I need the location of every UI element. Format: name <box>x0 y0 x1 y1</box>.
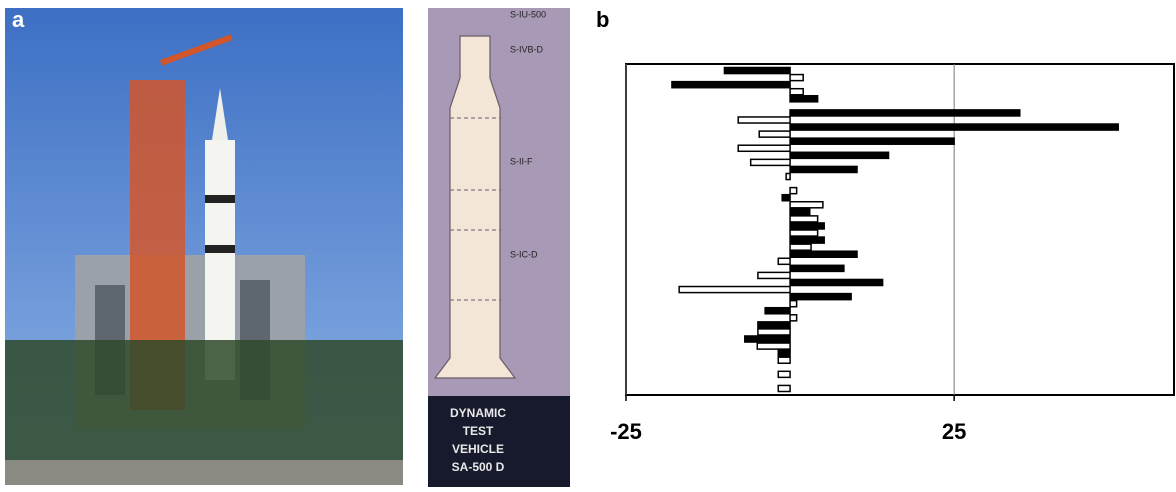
bar <box>778 371 790 377</box>
bar <box>782 195 790 201</box>
bar <box>745 336 790 342</box>
bar <box>751 159 790 165</box>
bar <box>790 96 818 102</box>
panel-label: b <box>596 7 609 32</box>
bar <box>790 138 954 144</box>
bar <box>778 258 790 264</box>
bar <box>790 230 818 236</box>
figure: a S-IU-500 S-IVB-D S-II-F S-IC-D DYNAMIC… <box>0 0 1176 487</box>
bar <box>790 202 823 208</box>
bar <box>790 209 810 215</box>
bar <box>790 223 824 229</box>
bar <box>778 350 790 356</box>
bar <box>679 287 790 293</box>
bar <box>786 173 790 179</box>
bar <box>790 251 857 257</box>
bar <box>790 265 844 271</box>
bar <box>790 89 803 95</box>
bar <box>790 75 803 81</box>
stage-label: S-IC-D <box>510 249 538 259</box>
bar <box>790 294 851 300</box>
bar <box>790 237 824 243</box>
chart: -25 25 <box>610 64 1174 444</box>
bar <box>790 166 857 172</box>
photo: a <box>5 7 403 485</box>
stage-label: S-II-F <box>510 156 533 166</box>
caption: SA-500 D <box>452 460 505 474</box>
bar <box>758 322 790 328</box>
x-tick-label: 25 <box>942 419 966 444</box>
stage-label: S-IU-500 <box>510 9 546 19</box>
bar <box>790 188 797 194</box>
bar <box>790 315 797 321</box>
x-tick-label: -25 <box>610 419 642 444</box>
bar <box>758 272 790 278</box>
caption: TEST <box>463 424 494 438</box>
bar <box>757 343 790 349</box>
caption: DYNAMIC <box>450 406 506 420</box>
stage-label: S-IVB-D <box>510 44 544 54</box>
bar <box>790 110 1020 116</box>
bar <box>790 124 1118 130</box>
bar <box>790 216 818 222</box>
bar <box>724 68 790 74</box>
bar <box>778 357 790 363</box>
bar <box>790 279 883 285</box>
bar <box>672 82 790 88</box>
caption: VEHICLE <box>452 442 504 456</box>
bar <box>790 244 811 250</box>
bar <box>738 145 790 151</box>
diagram: S-IU-500 S-IVB-D S-II-F S-IC-D DYNAMIC T… <box>428 8 570 487</box>
bar <box>759 131 790 137</box>
bar <box>738 117 790 123</box>
bar <box>790 152 888 158</box>
bar <box>758 329 790 335</box>
panel-label: a <box>12 7 25 32</box>
bar <box>778 385 790 391</box>
bar <box>790 301 797 307</box>
bar <box>765 308 790 314</box>
